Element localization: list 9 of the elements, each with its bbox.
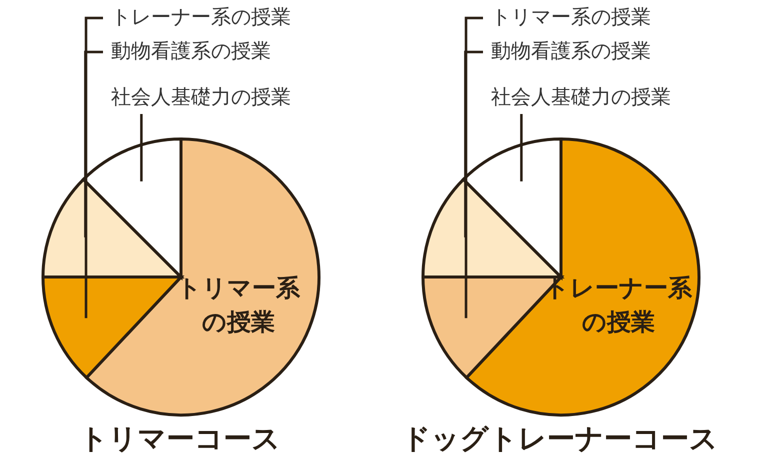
- slice-label: トリマー系の授業: [177, 274, 302, 336]
- slice-label: 動物看護系の授業: [491, 38, 651, 62]
- slice-label: トリマー系の授業: [491, 4, 651, 28]
- text: ドッグトレーナーコース: [401, 421, 719, 457]
- slice-label: 社会人基礎力の授業: [491, 84, 671, 108]
- text: トリマーコース: [78, 421, 282, 457]
- slice-label: 社会人基礎力の授業: [111, 84, 291, 108]
- slice-label: 動物看護系の授業: [111, 38, 271, 62]
- slice-label: トレーナー系の授業: [111, 4, 291, 28]
